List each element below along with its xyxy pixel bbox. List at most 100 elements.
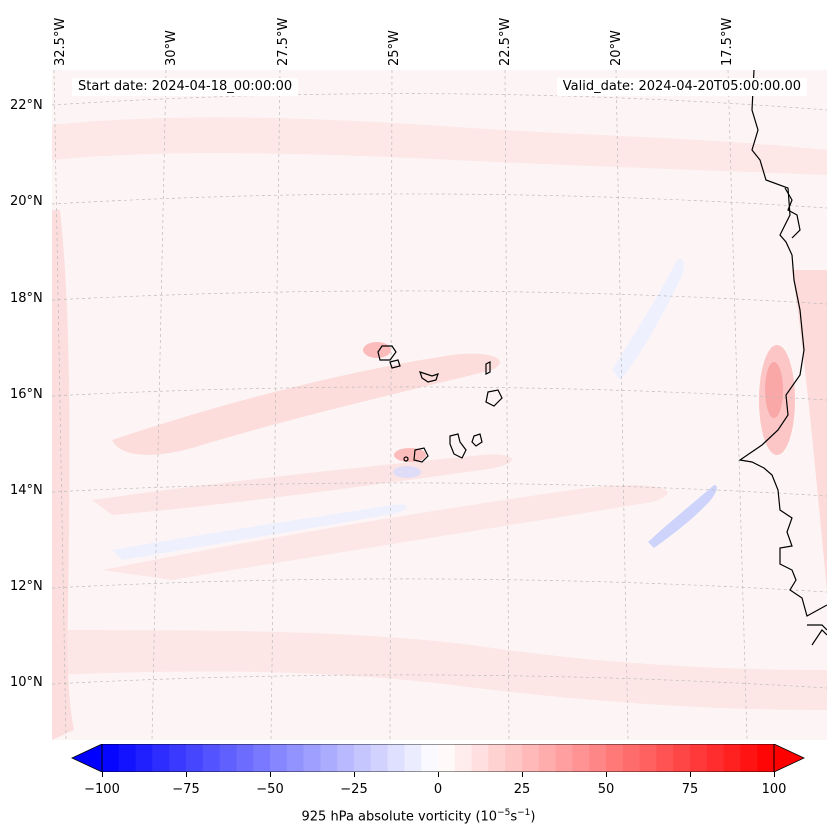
positive-vorticity-island-south bbox=[394, 448, 426, 462]
positive-vorticity-band-central bbox=[112, 353, 500, 455]
colorbar-cell bbox=[286, 744, 305, 772]
colorbar-tick-mark bbox=[102, 772, 103, 777]
colorbar-cell bbox=[354, 744, 372, 772]
colorbar-cell bbox=[102, 744, 120, 772]
colorbar-min-extension bbox=[71, 744, 103, 772]
lon-label-27-5w: 27.5°W bbox=[276, 17, 291, 66]
colorbar bbox=[71, 744, 805, 772]
santo-antao-island bbox=[377, 345, 397, 361]
colorbar-ticks: −100 −75 −50 −25 0 25 50 75 100 bbox=[0, 772, 837, 802]
maio-island bbox=[471, 433, 483, 447]
vorticity-field bbox=[52, 117, 827, 740]
colorbar-cell bbox=[438, 744, 456, 772]
valid-date-label: Valid_date: 2024-04-20T05:00:00.00 bbox=[556, 78, 807, 96]
negative-vorticity-southeast bbox=[648, 485, 717, 548]
colorbar-cell bbox=[471, 744, 489, 772]
lat-label-12n: 12°N bbox=[10, 579, 43, 594]
positive-vorticity-band-southwest bbox=[102, 485, 668, 580]
lon-label-30w: 30°W bbox=[164, 30, 179, 66]
lat-label-10n: 10°N bbox=[10, 675, 43, 690]
colorbar-tick-label: 100 bbox=[761, 782, 787, 797]
colorbar-cell bbox=[505, 744, 523, 772]
sao-vicente-island bbox=[389, 359, 401, 369]
lon-label-25w: 25°W bbox=[387, 30, 402, 66]
colorbar-cell bbox=[169, 744, 187, 772]
colorbar-tick-mark bbox=[606, 772, 607, 777]
colorbar-tick-label: 0 bbox=[433, 782, 443, 797]
sao-nicolau-island bbox=[419, 371, 439, 383]
colorbar-tick-mark bbox=[186, 772, 187, 777]
santiago-island bbox=[449, 433, 467, 459]
colorbar-cell bbox=[152, 744, 170, 772]
positive-vorticity-coastal-core bbox=[765, 362, 783, 418]
colorbar-tick-label: −100 bbox=[84, 782, 120, 797]
colorbar-cell bbox=[656, 744, 674, 772]
positive-vorticity-lower-band bbox=[52, 630, 827, 710]
colorbar-cell bbox=[337, 744, 355, 772]
brava-island bbox=[403, 456, 409, 462]
colorbar-tick-label: −25 bbox=[340, 782, 368, 797]
colorbar-cell bbox=[219, 744, 237, 772]
colorbar-cell bbox=[118, 744, 137, 772]
colorbar-cells bbox=[102, 744, 775, 772]
colorbar-cell bbox=[673, 744, 691, 772]
colorbar-cell bbox=[186, 744, 204, 772]
colorbar-cell bbox=[270, 744, 288, 772]
colorbar-cell bbox=[538, 744, 557, 772]
colorbar-cell bbox=[757, 744, 775, 772]
guinea-bissau-islands bbox=[807, 624, 827, 646]
colorbar-cell bbox=[690, 744, 708, 772]
colorbar-tick-label: 75 bbox=[681, 782, 699, 797]
colorbar-tick-label: 25 bbox=[513, 782, 531, 797]
lat-label-20n: 20°N bbox=[10, 194, 43, 209]
colorbar-max-extension bbox=[773, 744, 805, 772]
colorbar-cell bbox=[622, 744, 641, 772]
cape-verde-islands bbox=[377, 345, 503, 463]
colorbar-cell bbox=[387, 744, 405, 772]
colorbar-tick-mark bbox=[438, 772, 439, 777]
boa-vista-island bbox=[485, 389, 503, 407]
negative-vorticity-northeast bbox=[612, 258, 684, 380]
positive-vorticity-band-south bbox=[92, 454, 512, 515]
colorbar-tick-mark bbox=[690, 772, 691, 777]
colorbar-cell bbox=[522, 744, 540, 772]
colorbar-tick-mark bbox=[354, 772, 355, 777]
sal-island bbox=[485, 361, 491, 375]
vorticity-map[interactable]: Start date: 2024-04-18_00:00:00 Valid_da… bbox=[52, 70, 827, 740]
colorbar-cell bbox=[589, 744, 607, 772]
positive-vorticity-coast-east bbox=[792, 270, 827, 590]
positive-vorticity-island-north bbox=[363, 342, 391, 358]
colorbar-tick-mark bbox=[270, 772, 271, 777]
colorbar-cell bbox=[606, 744, 624, 772]
colorbar-tick-label: −50 bbox=[256, 782, 284, 797]
colorbar-cell bbox=[740, 744, 758, 772]
negative-vorticity-west-trough bbox=[112, 504, 407, 560]
colorbar-cell bbox=[370, 744, 389, 772]
colorbar-cell bbox=[303, 744, 321, 772]
west-africa-coastline bbox=[738, 70, 827, 617]
positive-vorticity-west-edge bbox=[52, 210, 74, 740]
lon-label-20w: 20°W bbox=[609, 30, 624, 66]
colorbar-cell bbox=[320, 744, 338, 772]
colorbar-cell bbox=[454, 744, 473, 772]
colorbar-frame bbox=[101, 744, 775, 772]
lat-label-22n: 22°N bbox=[10, 98, 43, 113]
colorbar-cell bbox=[404, 744, 422, 772]
lat-label-16n: 16°N bbox=[10, 387, 43, 402]
colorbar-cell bbox=[572, 744, 590, 772]
colorbar-tick-label: −75 bbox=[172, 782, 200, 797]
lat-label-18n: 18°N bbox=[10, 291, 43, 306]
lon-label-32-5w: 32.5°W bbox=[53, 17, 68, 66]
fogo-island bbox=[413, 447, 429, 463]
colorbar-tick-mark bbox=[522, 772, 523, 777]
colorbar-tick-label: 50 bbox=[597, 782, 615, 797]
senegal-coast-north bbox=[784, 187, 801, 239]
colorbar-cell bbox=[202, 744, 221, 772]
colorbar-cell bbox=[488, 744, 506, 772]
colorbar-cell bbox=[555, 744, 573, 772]
lon-label-17-5w: 17.5°W bbox=[720, 17, 735, 66]
colorbar-cell bbox=[135, 744, 153, 772]
colorbar-cell bbox=[236, 744, 254, 772]
negative-vorticity-island-wake bbox=[393, 466, 421, 478]
start-date-label: Start date: 2024-04-18_00:00:00 bbox=[72, 78, 299, 96]
